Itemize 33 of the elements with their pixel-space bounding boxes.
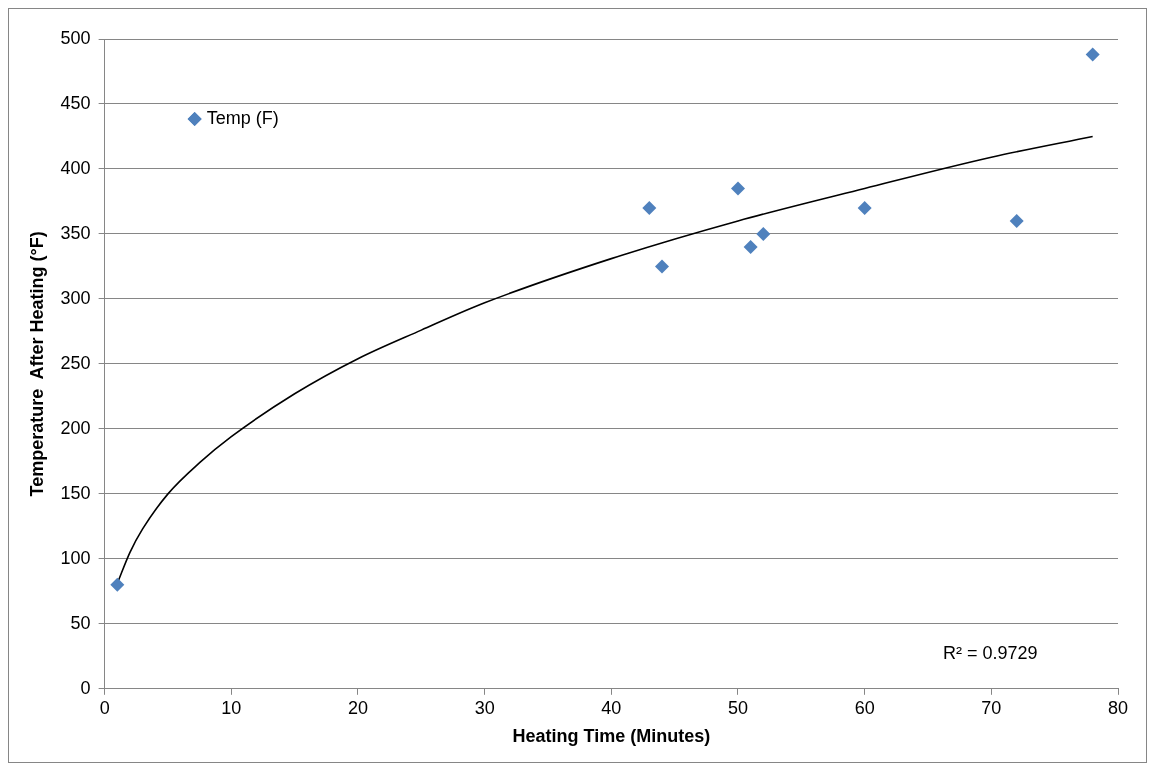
point (1085, 47, 1100, 62)
point (743, 239, 758, 254)
point (756, 226, 771, 241)
x-tick-label: 30 (474, 697, 495, 718)
x-tick-label: 80 (1107, 697, 1129, 718)
annotation: R² = 0.9729 (943, 642, 1038, 663)
y-tick-label: 50 (70, 612, 91, 633)
y-tick-label: 250 (60, 352, 91, 373)
y-tick-label: 150 (60, 482, 91, 503)
x-axis-title: Heating Time (Minutes) (512, 726, 711, 747)
point (110, 577, 125, 592)
y-tick-label: 200 (60, 417, 91, 438)
point (730, 181, 745, 196)
x-tick-label: 20 (347, 697, 368, 718)
x-tick-label: 0 (99, 697, 110, 718)
y-tick-label: 0 (80, 677, 91, 698)
y-axis-title: Temperature After Heating (°F) (26, 231, 47, 497)
point (857, 200, 872, 215)
y-tick-label: 500 (60, 27, 91, 48)
y-tick-label: 300 (60, 287, 91, 308)
legend-label: Temp (F) (206, 107, 279, 128)
x-tick-label: 60 (854, 697, 875, 718)
point (654, 259, 669, 274)
x-tick-label: 10 (221, 697, 242, 718)
x-tick-label: 70 (981, 697, 1002, 718)
point (642, 200, 657, 215)
y-tick-label: 400 (60, 157, 91, 178)
x-tick-label: 40 (601, 697, 622, 718)
y-tick-label: 100 (60, 547, 91, 568)
y-tick-label: 350 (60, 222, 91, 243)
x-tick-label: 50 (727, 697, 748, 718)
y-tick-label: 450 (60, 92, 91, 113)
point (1009, 213, 1024, 228)
